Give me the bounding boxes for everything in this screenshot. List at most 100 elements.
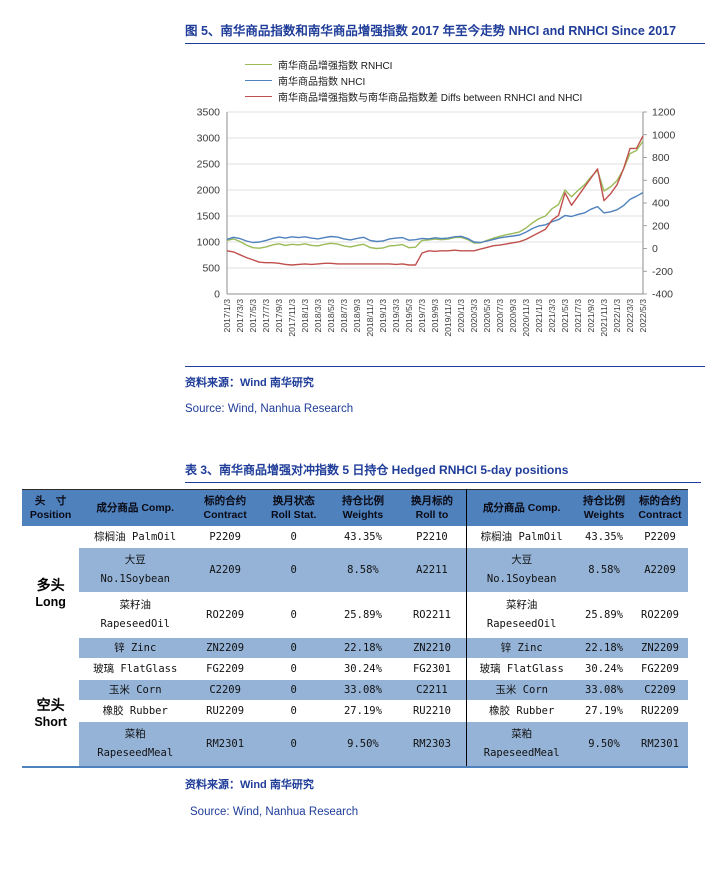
legend-label: 南华商品增强指数 RNHCI [278, 60, 393, 72]
column-header-line: 换月标的 [410, 495, 453, 507]
svg-text:2017/7/3: 2017/7/3 [261, 299, 271, 333]
cell-comp: 玻璃 FlatGlass [79, 658, 192, 680]
legend-item-rnhci: 南华商品增强指数 RNHCI [245, 56, 709, 72]
cell-contract: RM2301 [191, 721, 260, 767]
cell-contract: P2209 [191, 526, 260, 548]
cell-comp: 菜粕 RapeseedMeal [79, 721, 192, 767]
column-header-weights: 持仓比例 Weights [328, 489, 398, 527]
cell-line: No.1Soybean [100, 573, 170, 585]
cell-line: No.1Soybean [486, 573, 557, 585]
column-header-line: 成分商品 Comp. [96, 502, 174, 514]
svg-text:2022/5/3: 2022/5/3 [638, 299, 648, 333]
cell-roll_to: A2211 [397, 547, 467, 593]
cell-comp2: 玻璃 FlatGlass [466, 658, 577, 680]
svg-text:2020/7/3: 2020/7/3 [495, 299, 505, 333]
cell-weights: 25.89% [328, 592, 398, 638]
cell-line: 橡胶 Rubber [489, 705, 555, 717]
svg-text:500: 500 [202, 263, 220, 275]
svg-text:2019/3/3: 2019/3/3 [391, 299, 401, 333]
svg-text:2018/5/3: 2018/5/3 [326, 299, 336, 333]
position-cell: 多头 Long [22, 526, 80, 659]
position-zh: 空头 [36, 696, 65, 713]
table-row: 空头 Short 玻璃 FlatGlass FG2209 0 30.24% FG2301 玻璃… [22, 658, 688, 767]
legend-item-nhci: 南华商品指数 NHCI [245, 72, 709, 88]
cell-contract2: ZN2209 [631, 637, 688, 659]
column-header-line: Weights [342, 509, 384, 521]
svg-text:2019/5/3: 2019/5/3 [404, 299, 414, 333]
gridlines [226, 111, 647, 295]
table-row: 菜粕 RapeseedMeal RM2301 0 9.50% RM2303 菜粕 Rapese… [22, 721, 688, 767]
column-header-contract: 标的合约 Contract [191, 489, 260, 527]
table-title: 表 3、南华商品增强对冲指数 5 日持仓 Hedged RNHCI 5-day … [185, 461, 701, 483]
svg-text:2500: 2500 [197, 159, 221, 171]
svg-text:2018/9/3: 2018/9/3 [352, 299, 362, 333]
chart-legend: 南华商品增强指数 RNHCI 南华商品指数 NHCI 南华商品增强指数与南华商品… [245, 56, 709, 104]
cell-contract: RU2209 [191, 700, 260, 722]
svg-text:2018/7/3: 2018/7/3 [339, 299, 349, 333]
cell-line: 玻璃 FlatGlass [93, 663, 178, 675]
table-row: 大豆 No.1Soybean A2209 0 8.58% A2211 大豆 No.1Soybe… [22, 547, 688, 593]
svg-text:600: 600 [652, 175, 670, 187]
svg-text:2020/1/3: 2020/1/3 [456, 299, 466, 333]
svg-text:1200: 1200 [652, 107, 676, 119]
cell-roll_stat: 0 [259, 637, 329, 659]
column-header-roll_to: 换月标的 Roll to [397, 489, 467, 527]
cell-contract2: P2209 [631, 526, 688, 548]
cell-roll_stat: 0 [259, 592, 329, 638]
cell-roll_to: FG2301 [397, 658, 467, 680]
svg-text:0: 0 [652, 243, 658, 255]
cell-line: 大豆 [511, 554, 533, 566]
cell-line: 锌 Zinc [114, 642, 157, 654]
cell-comp2: 大豆 No.1Soybean [466, 547, 577, 593]
svg-text:2021/7/3: 2021/7/3 [573, 299, 583, 333]
cell-line: 橡胶 Rubber [102, 705, 168, 717]
column-header-line: 换月状态 [272, 495, 315, 507]
column-header-line: 持仓比例 [583, 495, 626, 507]
column-header-line: 成分商品 Comp. [482, 502, 561, 514]
cell-line: 棕榈油 PalmOil [480, 531, 563, 543]
diffs-line-swatch-icon [245, 95, 272, 97]
cell-comp2: 菜粕 RapeseedMeal [466, 721, 577, 767]
cell-weights: 9.50% [328, 721, 398, 767]
cell-roll_to: P2210 [397, 526, 467, 548]
cell-comp2: 菜籽油 RapeseedOil [466, 592, 577, 638]
cell-contract: A2209 [191, 547, 260, 593]
svg-text:2022/3/3: 2022/3/3 [625, 299, 635, 333]
figure-source-zh: 资料来源：Wind 南华研究 [185, 377, 314, 389]
position-en: Long [35, 594, 66, 609]
legend-label: 南华商品增强指数与南华商品指数差 Diffs between RNHCI and… [278, 92, 583, 104]
svg-text:2018/1/3: 2018/1/3 [300, 299, 310, 333]
table-body: 多头 Long 棕榈油 PalmOil P2209 0 43.35% P2210 棕榈油 Pa… [22, 526, 688, 767]
cell-contract2: RU2209 [631, 700, 688, 722]
table-source-zh: 资料来源：Wind 南华研究 [185, 779, 314, 791]
cell-weights: 30.24% [328, 658, 398, 680]
cell-comp: 锌 Zinc [79, 637, 192, 659]
figure-title: 图 5、南华商品指数和南华商品增强指数 2017 年至今走势 NHCI and … [185, 20, 705, 44]
svg-text:2020/11/3: 2020/11/3 [521, 299, 531, 337]
cell-contract: C2209 [191, 679, 260, 701]
cell-roll_to: C2211 [397, 679, 467, 701]
svg-text:800: 800 [652, 152, 670, 164]
chart-canvas: 0 500 1000 1500 2000 2500 3000 3500 -400 -200 0 200… [197, 107, 676, 337]
figure-source-en: Source: Wind, Nanhua Research [185, 403, 354, 415]
svg-text:2022/1/3: 2022/1/3 [612, 299, 622, 333]
svg-text:-200: -200 [652, 266, 673, 278]
cell-comp2: 玉米 Corn [466, 679, 577, 701]
column-header-comp: 成分商品 Comp. [79, 489, 192, 527]
cell-weights2: 25.89% [576, 592, 632, 638]
cell-contract2: A2209 [631, 547, 688, 593]
figure-bottom-rule [185, 366, 705, 367]
svg-text:2021/11/3: 2021/11/3 [599, 299, 609, 337]
cell-contract2: RM2301 [631, 721, 688, 767]
cell-contract2: C2209 [631, 679, 688, 701]
column-header-line: Contract [203, 509, 247, 521]
svg-text:1000: 1000 [197, 237, 221, 249]
cell-roll_stat: 0 [259, 679, 329, 701]
table-row: 多头 Long 棕榈油 PalmOil P2209 0 43.35% P2210 棕榈油 Pa… [22, 526, 688, 659]
cell-comp: 橡胶 Rubber [79, 700, 192, 722]
column-header-line: 标的合约 [204, 495, 247, 507]
table-source-en: Source: Wind, Nanhua Research [190, 806, 359, 818]
column-header-line: Roll to [415, 509, 449, 521]
cell-contract2: RO2209 [631, 592, 688, 638]
svg-text:2019/9/3: 2019/9/3 [430, 299, 440, 333]
